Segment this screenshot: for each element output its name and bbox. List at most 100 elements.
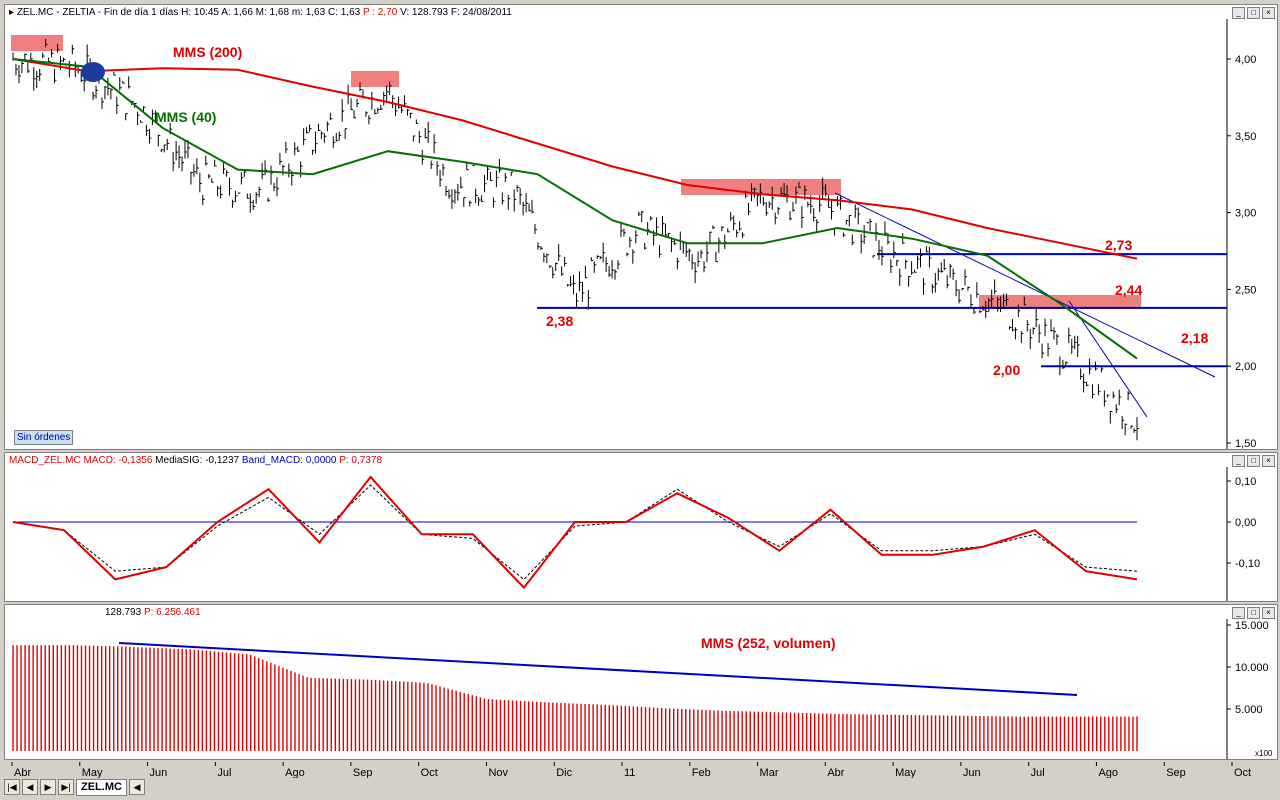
price-window-buttons: _ □ ×: [1232, 7, 1275, 19]
x-tick-label: 11: [624, 767, 635, 779]
x-tick-label: Ago: [285, 767, 305, 779]
resistance-zone: [681, 179, 841, 195]
x-tick-label: May: [82, 767, 103, 779]
price-y-tick-label: 1,50: [1235, 438, 1256, 449]
macd-close-button[interactable]: ×: [1262, 455, 1275, 467]
first-button[interactable]: |◀: [4, 779, 20, 795]
price-y-tick-label: 3,50: [1235, 131, 1256, 143]
last-button[interactable]: ▶|: [58, 779, 74, 795]
level-218-label: 2,18: [1181, 330, 1208, 346]
price-y-tick-label: 2,00: [1235, 361, 1256, 373]
mms40-line: [12, 58, 1138, 360]
minimize-button[interactable]: _: [1232, 7, 1245, 19]
x-tick-label: Jul: [1031, 767, 1045, 779]
price-y-tick-label: 3,00: [1235, 208, 1256, 220]
level-200-label: 2,00: [993, 362, 1020, 378]
vol-y-tick-label: 15.000: [1235, 620, 1269, 632]
macd-maximize-button[interactable]: □: [1247, 455, 1260, 467]
resistance-zone: [351, 71, 399, 87]
volume-ma-label: MMS (252, volumen): [701, 635, 836, 651]
header-f: F: 24/08/2011: [450, 7, 512, 18]
volume-header: 128.793 P: 6.256.461: [105, 607, 201, 621]
vol-scale-note: x100: [1255, 749, 1273, 758]
macd-chart[interactable]: 0,10 0,00 -0,10: [5, 453, 1277, 601]
price-chart[interactable]: 4,00 3,50 3,00 2,50 2,00 1,50 MMS (200) MMS (40…: [5, 5, 1277, 449]
vol-value: 128.793: [105, 607, 142, 618]
macd-header: MACD_ZEL.MC MACD: -0,1356 MediaSIG: -0,1…: [9, 455, 382, 469]
macd-line: [12, 475, 1138, 590]
level-244-label: 2,44: [1115, 282, 1142, 298]
vol-p: P: 6.256.461: [143, 607, 201, 618]
header-arrow-icon[interactable]: ▸: [9, 7, 15, 18]
vol-close-button[interactable]: ×: [1262, 607, 1275, 619]
x-tick-label: Dic: [556, 767, 572, 779]
macd-p: P: 0,7378: [339, 455, 382, 466]
vol-maximize-button[interactable]: □: [1247, 607, 1260, 619]
price-pane: ▸ ZEL.MC - ZELTIA - Fin de día 1 días H:…: [4, 4, 1278, 450]
price-y-tick-label: 2,50: [1235, 284, 1256, 296]
x-tick-label: Oct: [1234, 767, 1251, 779]
vol-y-tick-label: 10.000: [1235, 662, 1269, 674]
x-tick-label: Jun: [963, 767, 981, 779]
vol-window-buttons: _ □ ×: [1232, 607, 1275, 619]
symbol-label: ZEL.MC - ZELTIA - Fin de día 1 días: [16, 7, 179, 18]
macd-y-tick-label: 0,00: [1235, 517, 1256, 529]
x-tick-label: May: [895, 767, 916, 779]
x-tick-label: Ago: [1098, 767, 1118, 779]
mms40-label: MMS (40): [155, 109, 216, 125]
header-min: m: 1,63: [291, 7, 326, 18]
price-y-tick-label: 4,00: [1235, 54, 1256, 66]
x-tick-label: Jul: [217, 767, 231, 779]
level-238-label: 2,38: [546, 313, 573, 329]
x-tick-label: Sep: [353, 767, 373, 779]
macd-band: Band_MACD: 0,0000: [241, 455, 337, 466]
macd-y-tick-label: -0,10: [1235, 558, 1260, 570]
volume-pane: 128.793 P: 6.256.461 _ □ × 15.000 10.000 5…: [4, 604, 1278, 760]
mms200-label: MMS (200): [173, 44, 242, 60]
macd-window-buttons: _ □ ×: [1232, 455, 1275, 467]
maximize-button[interactable]: □: [1247, 7, 1260, 19]
volume-trend-line: [118, 642, 1078, 696]
next-button[interactable]: ▶: [40, 779, 56, 795]
trend-line: [834, 192, 1216, 378]
macd-value: MACD: -0,1356: [83, 455, 153, 466]
x-tick-label: Sep: [1166, 767, 1186, 779]
x-tick-label: Abr: [827, 767, 844, 779]
level-273-label: 2,73: [1105, 237, 1132, 253]
price-bars: [12, 38, 1139, 441]
signal-line: [12, 484, 1138, 581]
scroll-left-button[interactable]: ◀: [128, 779, 145, 795]
mms200-line: [12, 58, 1138, 260]
tab-bar: |◀ ◀ ▶ ▶| ZEL.MC ◀: [4, 778, 1278, 796]
vol-minimize-button[interactable]: _: [1232, 607, 1245, 619]
volume-bars: [12, 645, 1138, 751]
tab-zel[interactable]: ZEL.MC: [76, 778, 127, 796]
resistance-zone: [11, 35, 63, 51]
macd-name: MACD_ZEL.MC: [9, 455, 81, 466]
x-tick-label: Abr: [14, 767, 31, 779]
x-tick-label: Oct: [421, 767, 438, 779]
x-tick-label: Feb: [692, 767, 711, 779]
macd-pane: MACD_ZEL.MC MACD: -0,1356 MediaSIG: -0,1…: [4, 452, 1278, 602]
price-header: ▸ ZEL.MC - ZELTIA - Fin de día 1 días H:…: [9, 7, 512, 21]
macd-minimize-button[interactable]: _: [1232, 455, 1245, 467]
x-tick-label: Nov: [488, 767, 508, 779]
header-h: H: 10:45: [181, 7, 219, 18]
header-m: M: 1,68: [255, 7, 290, 18]
prev-button[interactable]: ◀: [22, 779, 38, 795]
volume-chart[interactable]: 15.000 10.000 5.000 x100 MMS (252, volumen): [5, 605, 1277, 759]
macd-y-tick-label: 0,10: [1235, 476, 1256, 488]
header-c: C: 1,63: [327, 7, 361, 18]
header-v: V: 128.793: [400, 7, 449, 18]
vol-y-tick-label: 5.000: [1235, 704, 1263, 716]
close-button[interactable]: ×: [1262, 7, 1275, 19]
crossover-marker: [81, 62, 105, 82]
x-tick-label: Jun: [150, 767, 168, 779]
header-a: A: 1,66: [221, 7, 253, 18]
trend-line: [1068, 300, 1148, 418]
header-p: P : 2,70: [362, 7, 398, 18]
x-axis: Abr May Jun Jul Ago Sep Oct Nov Dic 11 Feb Mar Abr Ma…: [11, 762, 1251, 779]
status-chip[interactable]: Sin órdenes: [14, 430, 74, 445]
macd-sig: MediaSIG: -0,1237: [155, 455, 240, 466]
